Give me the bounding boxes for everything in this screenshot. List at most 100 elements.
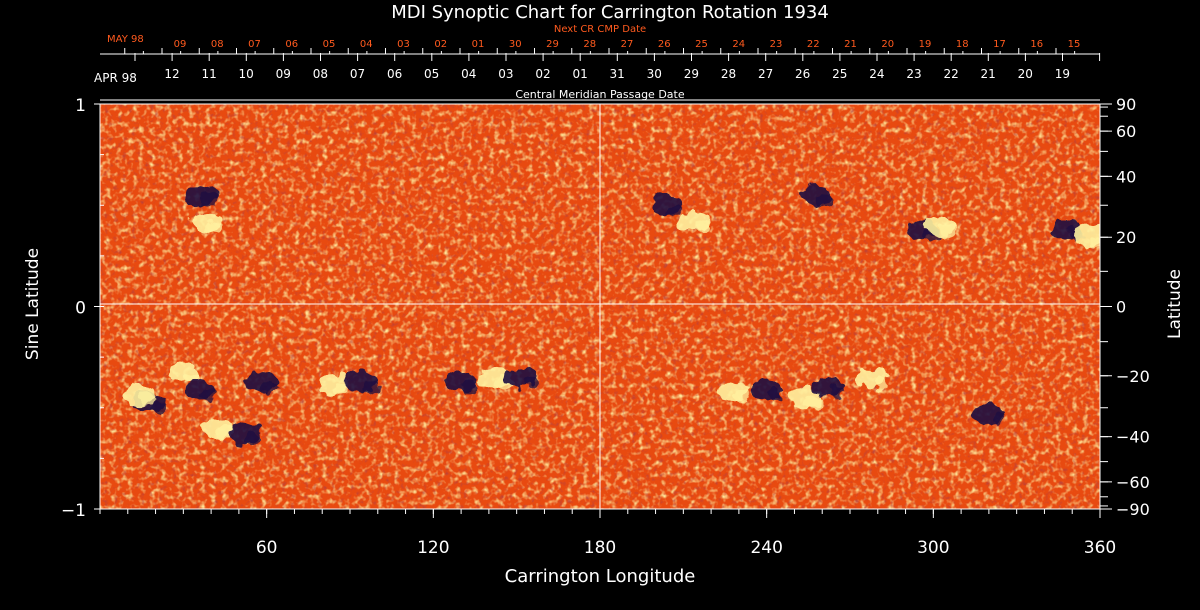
cmp-date-label: 24 [869, 67, 884, 81]
next-cmp-date-axis: Next CR CMP Date MAY 98 09 08 07 06 05 04 03 02… [100, 24, 1100, 55]
positive-polarity-fragment [695, 220, 712, 233]
cmp-date-label: 05 [424, 67, 439, 81]
next-cmp-axis-label: Next CR CMP Date [554, 24, 646, 35]
latitude-tick-label: 40 [1116, 167, 1136, 186]
cmp-date-label: 08 [313, 67, 328, 81]
next-cmp-date-label: 15 [1068, 39, 1081, 50]
cmp-date-label: 19 [1055, 67, 1070, 81]
next-cmp-start-label: MAY 98 [107, 34, 144, 45]
next-cmp-date-label: 24 [732, 39, 745, 50]
cmp-date-label: 02 [535, 67, 550, 81]
longitude-tick-label: 180 [584, 538, 616, 558]
next-cmp-date-label: 08 [211, 39, 224, 50]
cmp-date-label: 25 [832, 67, 847, 81]
negative-polarity-fragment [245, 433, 262, 446]
cmp-date-label: 23 [906, 67, 921, 81]
next-cmp-date-label: 18 [956, 39, 969, 50]
sine-lat-tick-label: 1 [75, 96, 86, 116]
latitude-axis: 90 60 40 20 0 −20 −40 −60 −90 [1100, 95, 1150, 519]
cmp-date-label: 31 [610, 67, 625, 81]
chart-title: MDI Synoptic Chart for Carrington Rotati… [391, 2, 829, 23]
next-cmp-date-label: 26 [658, 39, 671, 50]
positive-polarity-fragment [334, 382, 351, 395]
longitude-tick-label: 60 [256, 538, 278, 558]
magnetogram-map [100, 104, 1100, 509]
next-cmp-date-label: 16 [1030, 39, 1043, 50]
sine-lat-tick-label: 0 [75, 299, 86, 319]
next-cmp-date-label: 06 [285, 39, 298, 50]
latitude-tick-label: 60 [1116, 122, 1136, 141]
next-cmp-date-label: 28 [583, 39, 596, 50]
cmp-date-label: 01 [572, 67, 587, 81]
cmp-axis-label: Central Meridian Passage Date [515, 88, 684, 101]
longitude-tick-label: 240 [750, 538, 782, 558]
cmp-date-label: 04 [461, 67, 476, 81]
cmp-date-label: 06 [387, 67, 402, 81]
positive-polarity-fragment [139, 392, 156, 405]
negative-polarity-fragment [817, 194, 834, 207]
sine-latitude-axis: 1 0 −1 [61, 96, 104, 521]
next-cmp-date-label: 21 [844, 39, 857, 50]
next-cmp-date-label: 09 [174, 39, 187, 50]
carrington-longitude-label: Carrington Longitude [505, 566, 696, 587]
latitude-tick-label: 20 [1116, 228, 1136, 247]
carrington-longitude-axis: 60 120 180 240 300 360 [99, 509, 1116, 558]
next-cmp-date-label: 02 [434, 39, 447, 50]
negative-polarity-fragment [201, 388, 217, 401]
cmp-date-label: 28 [721, 67, 736, 81]
cmp-date-label: 10 [239, 67, 254, 81]
negative-polarity-fragment [828, 386, 845, 399]
cmp-date-label: 11 [201, 67, 216, 81]
latitude-tick-label: −20 [1116, 367, 1150, 386]
next-cmp-date-label: 22 [807, 39, 820, 50]
positive-polarity-fragment [1089, 234, 1100, 247]
cmp-date-label: 21 [981, 67, 996, 81]
longitude-tick-label: 120 [417, 538, 449, 558]
longitude-tick-label: 300 [917, 538, 949, 558]
latitude-tick-label: 0 [1116, 298, 1126, 317]
longitude-tick-label: 360 [1084, 538, 1116, 558]
cmp-date-label: 26 [795, 67, 810, 81]
next-cmp-date-label: 04 [360, 39, 373, 50]
cmp-date-label: 07 [350, 67, 365, 81]
cmp-date-label: 03 [498, 67, 513, 81]
positive-polarity-fragment [873, 376, 890, 389]
next-cmp-date-label: 23 [770, 39, 783, 50]
cmp-date-label: 09 [276, 67, 291, 81]
cmp-date-label: 20 [1018, 67, 1033, 81]
sine-lat-tick-label: −1 [61, 501, 86, 521]
negative-polarity-fragment [362, 380, 379, 393]
cmp-date-label: 22 [943, 67, 958, 81]
negative-polarity-fragment [262, 380, 279, 393]
next-cmp-date-label: 07 [248, 39, 261, 50]
negative-polarity-fragment [989, 412, 1006, 425]
next-cmp-date-label: 05 [323, 39, 336, 50]
negative-polarity-fragment [523, 376, 540, 389]
negative-polarity-fragment [201, 194, 217, 207]
latitude-tick-label: −90 [1116, 500, 1150, 519]
latitude-label: Latitude [1165, 269, 1185, 339]
next-cmp-date-label: 03 [397, 39, 410, 50]
cmp-date-axis: APR 98 12 11 10 09 08 07 06 05 04 03 02 01 31 30 29 28 2… [94, 53, 1101, 101]
cmp-date-label: 29 [684, 67, 699, 81]
positive-polarity-fragment [206, 220, 223, 233]
cmp-date-label: 12 [164, 67, 179, 81]
cmp-date-label: 30 [647, 67, 662, 81]
next-cmp-date-label: 01 [472, 39, 485, 50]
next-cmp-date-label: 25 [695, 39, 708, 50]
latitude-tick-label: 90 [1116, 95, 1136, 114]
sine-latitude-label: Sine Latitude [23, 248, 43, 360]
cmp-date-label: 27 [758, 67, 773, 81]
negative-polarity-fragment [151, 400, 167, 413]
latitude-tick-label: −60 [1116, 473, 1150, 492]
positive-polarity-fragment [939, 224, 956, 237]
next-cmp-date-label: 27 [621, 39, 634, 50]
next-cmp-date-label: 19 [919, 39, 932, 50]
cmp-start-label: APR 98 [94, 71, 137, 85]
latitude-tick-label: −40 [1116, 428, 1150, 447]
negative-polarity-fragment [667, 204, 684, 217]
next-cmp-date-label: 17 [993, 39, 1006, 50]
next-cmp-date-label: 30 [509, 39, 522, 50]
next-cmp-date-label: 20 [881, 39, 894, 50]
